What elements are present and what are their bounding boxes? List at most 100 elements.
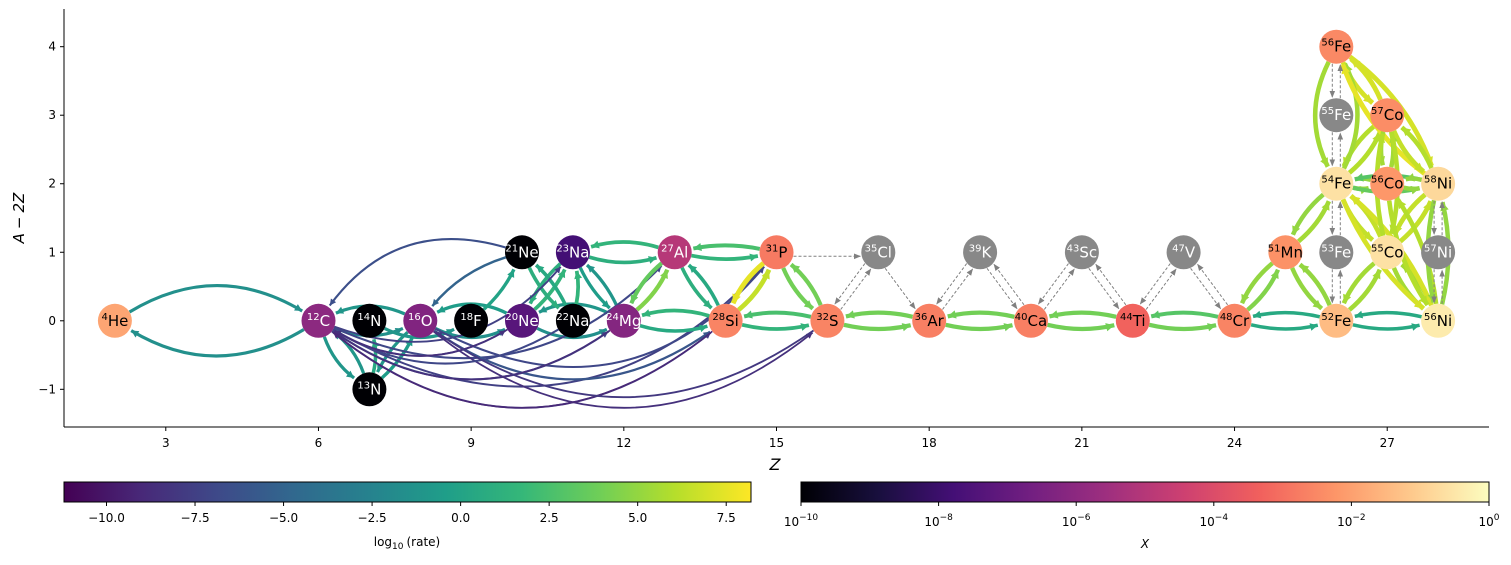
node-mass-cl35: 35 (865, 243, 878, 254)
dashed-edge-ti44-to-v47 (1145, 268, 1177, 310)
node-symbol-fe55: Fe (1334, 106, 1351, 124)
node-al27: 27Al (657, 235, 692, 270)
edge-ca40-to-ar36 (947, 310, 1015, 319)
edge-arrowhead-f18-to-ne21 (507, 269, 515, 278)
edge-al27-to-na23 (590, 240, 659, 250)
edge-arrowhead-c12-to-na23 (554, 266, 561, 274)
node-symbol-sc43: Sc (1079, 243, 1097, 261)
node-circle-co56 (1370, 166, 1405, 201)
node-mass-co56: 56 (1371, 175, 1384, 186)
edge-arrowhead-ne21-to-c12 (329, 298, 337, 306)
colorbar-rate-label: log10 (rate) (374, 535, 441, 552)
colorbar-rate-tick-label: −5.0 (269, 511, 298, 525)
node-sc43: 43Sc (1064, 235, 1099, 270)
edge-arrowhead-mn51-to-fe54 (1321, 201, 1330, 211)
y-tick-label: −1 (38, 382, 56, 396)
node-label-si28: 28Si (712, 312, 738, 330)
node-label-na23: 23Na (556, 243, 589, 261)
node-mass-fe55: 55 (1321, 106, 1334, 117)
edge-arrowhead-fe52-to-co55 (1372, 269, 1381, 280)
node-ne21: 21Ne (505, 235, 539, 270)
node-symbol-fe54: Fe (1334, 175, 1351, 193)
colorbar-rate-label-log: log (374, 535, 392, 549)
dashed-edge-ti44-to-sc43 (1095, 263, 1127, 306)
node-symbol-ni58: Ni (1437, 175, 1452, 193)
node-label-na22: 22Na (556, 312, 589, 330)
edge-arrowhead-co56-to-ni56 (1419, 295, 1428, 306)
node-s32: 32S (810, 303, 845, 338)
node-circle-fe55 (1319, 98, 1354, 133)
colorbar-rate-label-rest: (rate) (407, 535, 441, 549)
node-label-co55: 55Co (1371, 243, 1403, 261)
edge-c12-to-he4 (130, 328, 305, 358)
node-mass-fe52: 52 (1321, 312, 1334, 323)
y-axis-label: A − 2Z (10, 192, 28, 244)
node-symbol-c12: C (320, 312, 330, 330)
node-label-ni58: 58Ni (1424, 175, 1452, 193)
axes-layer (63, 9, 1489, 428)
colorbar-rate-tick-label: −2.5 (358, 511, 387, 525)
node-circle-o16 (403, 303, 438, 338)
edge-arrowhead-n14-to-f18 (445, 329, 455, 336)
node-co57: 57Co (1370, 98, 1405, 133)
colorbar-abundance-tick-label: 10−6 (1062, 513, 1091, 529)
node-co56: 56Co (1370, 166, 1405, 201)
node-mass-al27: 27 (661, 243, 674, 254)
node-circle-na23 (555, 235, 590, 270)
node-mass-ne20: 20 (505, 312, 518, 323)
dashed-edge-v47-to-ti44 (1139, 263, 1171, 305)
node-circle-ni58 (1421, 166, 1456, 201)
edge-si28-to-mg24 (641, 308, 710, 318)
colorbar-rate-bar (63, 481, 752, 503)
edge-arrowhead-si28-to-p31 (761, 269, 770, 280)
node-na23: 23Na (555, 235, 590, 270)
node-symbol-al27: Al (674, 243, 688, 261)
dashed-edge-sc43-to-ca40 (1038, 263, 1069, 305)
edge-arrowhead-co57-to-co55 (1389, 224, 1398, 234)
node-circle-n13 (352, 372, 387, 407)
edge-arrowhead-mn51-to-cr48 (1241, 293, 1250, 304)
node-label-s32: 32S (816, 312, 838, 330)
edge-arrowhead-o16-to-n13 (377, 363, 384, 373)
colorbar-abundance-label: X (1140, 537, 1150, 551)
colorbar-abundance: 10−10 10−8 10−6 10−4 10−2 100 X (784, 481, 1500, 551)
node-circle-mg24 (606, 303, 641, 338)
node-circle-fe54 (1319, 166, 1354, 201)
edge-ne21-to-o16 (431, 256, 507, 307)
edge-arrowhead-p31-to-al27 (693, 242, 702, 251)
edge-ti44-to-cr48 (1148, 322, 1217, 332)
node-circle-fe52 (1319, 303, 1354, 338)
x-tick-label: 6 (315, 436, 323, 450)
colorbar-abundance-tick-label: 10−2 (1337, 513, 1366, 529)
edge-arrowhead-c12-to-al27 (654, 265, 662, 273)
edge-arrowhead-al27-to-na23 (591, 240, 600, 249)
node-symbol-v47: V (1185, 243, 1196, 261)
y-tick-label: 3 (48, 108, 56, 122)
y-axis-label-minus: − (10, 216, 28, 229)
edge-arrowhead-si28-to-c12 (333, 332, 340, 339)
node-symbol-mg24: Mg (619, 312, 641, 330)
node-label-mn51: 51Mn (1268, 243, 1303, 261)
edge-arrowhead-fe56-to-fe54 (1320, 157, 1328, 167)
node-label-sc43: 43Sc (1067, 243, 1098, 261)
node-circle-co57 (1370, 98, 1405, 133)
edge-arrowhead-s32-to-si28 (744, 310, 753, 319)
dashed-edge-sc43-to-ti44 (1088, 268, 1120, 310)
node-fe56: 56Fe (1319, 29, 1354, 64)
y-tick-label: 1 (48, 245, 56, 259)
node-mass-na22: 22 (556, 312, 569, 323)
node-label-p31: 31P (766, 243, 788, 261)
node-cr48: 48Cr (1217, 303, 1252, 338)
edge-arrowhead-cr48-to-ti44 (1151, 310, 1161, 319)
node-mass-mg24: 24 (606, 312, 619, 323)
colorbar-rate-tick-label: −7.5 (180, 511, 209, 525)
node-circle-p31 (759, 235, 794, 270)
node-mass-fe53: 53 (1321, 243, 1334, 254)
edge-arrowhead-na22-to-ne21 (536, 264, 545, 273)
edge-arrowhead-c12-to-n13 (346, 370, 355, 378)
edge-ca40-to-ti44 (1047, 322, 1115, 332)
node-label-mg24: 24Mg (606, 312, 641, 330)
edge-arrowhead-si28-to-al27 (688, 264, 698, 273)
dashed-edge-k39-to-ca40 (986, 268, 1018, 310)
edge-fe56-to-fe54 (1312, 60, 1331, 168)
